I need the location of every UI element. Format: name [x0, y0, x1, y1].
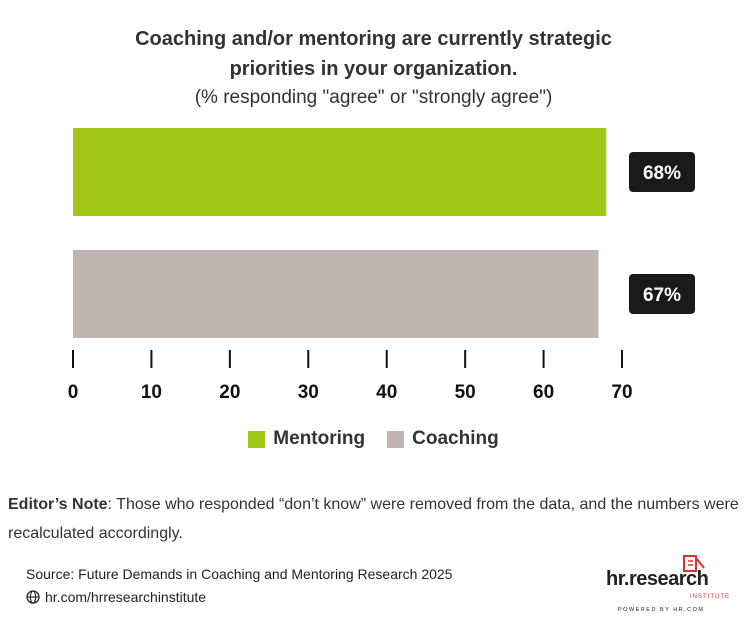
logo-text: hr.research — [606, 568, 709, 590]
legend-label-coaching: Coaching — [412, 428, 499, 449]
bar-mentoring — [73, 128, 607, 216]
url-line: hr.com/hrresearchinstitute — [26, 589, 206, 605]
tick-label-30: 30 — [298, 382, 319, 403]
note-text: : Those who responded “don’t know” were … — [8, 496, 739, 542]
value-badge-mentoring — [629, 152, 695, 192]
tick-label-10: 10 — [141, 382, 162, 403]
tick-label-20: 20 — [219, 382, 240, 403]
hr-research-logo: hr.research INSTITUTE POWERED BY HR.COM — [606, 554, 731, 620]
bar-chart: 68% 67% 0 10 20 30 40 50 60 70 — [68, 128, 695, 403]
tick-label-50: 50 — [455, 382, 476, 403]
tick-label-70: 70 — [611, 382, 632, 403]
tick-label-0: 0 — [68, 382, 79, 403]
title-line-2: priorities in your organization. — [229, 58, 518, 80]
editors-note: Editor’s Note: Those who responded “don’… — [8, 490, 743, 548]
legend-item-mentoring: Mentoring — [248, 428, 365, 450]
value-label-coaching: 67% — [643, 285, 681, 306]
value-badge-coaching — [629, 274, 695, 314]
tick-label-60: 60 — [533, 382, 554, 403]
chart-title: Coaching and/or mentoring are currently … — [0, 24, 747, 112]
source-text: Source: Future Demands in Coaching and M… — [26, 566, 453, 582]
logo-subtext: INSTITUTE — [690, 594, 730, 600]
url-link[interactable]: hr.com/hrresearchinstitute — [45, 589, 207, 605]
chart-subtitle: (% responding "agree" or "strongly agree… — [194, 87, 553, 108]
legend-item-coaching: Coaching — [387, 428, 499, 450]
bar-coaching — [73, 250, 599, 338]
value-label-mentoring: 68% — [643, 163, 681, 184]
globe-icon — [26, 590, 40, 604]
tick-label-40: 40 — [376, 382, 397, 403]
title-line-1: Coaching and/or mentoring are currently … — [135, 28, 612, 50]
legend: Mentoring Coaching — [0, 428, 747, 450]
legend-swatch-mentoring — [248, 430, 266, 448]
logo-powered-by: POWERED BY HR.COM — [618, 607, 705, 613]
logo-mark-icon — [683, 555, 705, 572]
note-label: Editor’s Note — [8, 496, 108, 513]
legend-label-mentoring: Mentoring — [273, 428, 366, 449]
legend-swatch-coaching — [387, 430, 405, 448]
